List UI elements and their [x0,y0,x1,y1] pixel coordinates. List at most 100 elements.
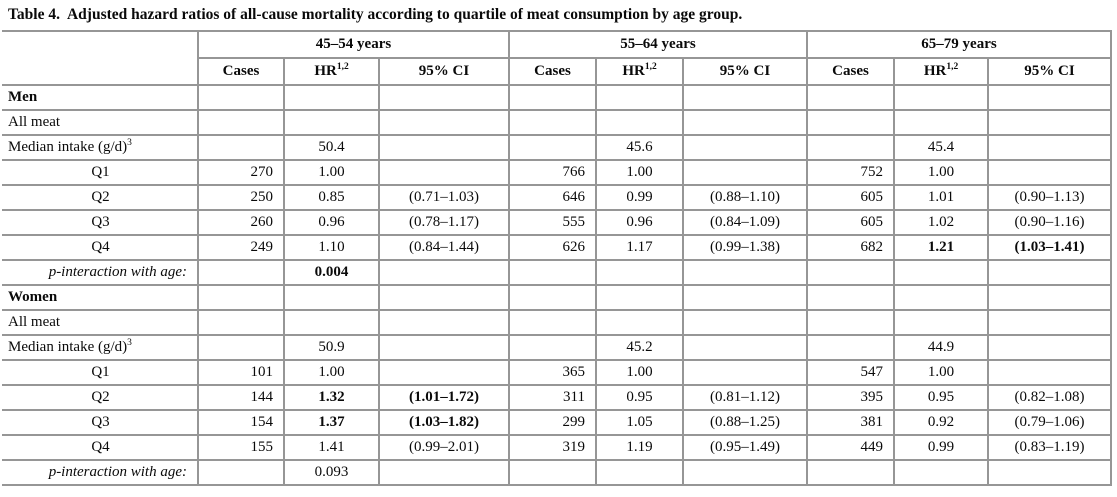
cell-ci: (0.79–1.06) [987,409,1112,436]
cell-ci: (1.01–1.72) [378,384,510,411]
subheader-row: Cases HR1,2 95% CI Cases HR1,2 95% CI Cases HR1… [2,57,1112,86]
table-body: Men All meat Median intake (g/d)3 50.4 45.6 4… [2,84,1112,486]
table-header: 45–54 years 55–64 years 65–79 years Case… [2,30,1112,86]
cell-ci: (0.99–2.01) [378,434,510,461]
cell-hr [893,109,989,136]
cell-hr: 45.4 [893,134,989,161]
cell-cases: 101 [197,359,285,386]
table-number: Table 4. [8,6,60,23]
row-label: Median intake (g/d)3 [2,134,199,161]
table-row: Median intake (g/d)3 50.4 45.6 45.4 [2,134,1112,161]
cell-hr [595,109,684,136]
cell-hr: 1.00 [595,359,684,386]
cell-ci [378,334,510,361]
cell-hr: 0.96 [595,209,684,236]
col-group-65-79: 65–79 years [806,30,1112,59]
cell-cases [806,459,895,486]
cell-ci [378,309,510,336]
cell-hr: 0.95 [595,384,684,411]
cell-cases [197,459,285,486]
cell-hr [595,284,684,311]
cell-cases: 752 [806,159,895,186]
cell-hr: 1.00 [893,159,989,186]
cell-hr: 1.19 [595,434,684,461]
cell-ci: (0.71–1.03) [378,184,510,211]
cell-cases [197,259,285,286]
cell-hr: 0.093 [283,459,380,486]
cell-hr [595,459,684,486]
cell-ci [378,84,510,111]
cell-cases: 547 [806,359,895,386]
table-row: Women [2,284,1112,311]
cell-hr: 50.9 [283,334,380,361]
cell-ci: (0.88–1.25) [682,409,808,436]
cell-ci [682,359,808,386]
cell-cases: 155 [197,434,285,461]
col-header-cases: Cases [508,57,597,86]
cell-ci [682,134,808,161]
cell-hr [595,84,684,111]
cell-cases: 449 [806,434,895,461]
cell-ci [682,309,808,336]
cell-hr: 1.00 [893,359,989,386]
cell-ci: (0.88–1.10) [682,184,808,211]
cell-ci [987,359,1112,386]
cell-cases: 260 [197,209,285,236]
table-row: Q1 270 1.00 766 1.00 752 1.00 [2,159,1112,186]
cell-cases: 311 [508,384,597,411]
cell-cases [197,109,285,136]
table-row: Median intake (g/d)3 50.9 45.2 44.9 [2,334,1112,361]
cell-ci: (0.84–1.09) [682,209,808,236]
cell-hr [595,309,684,336]
cell-hr: 44.9 [893,334,989,361]
cell-cases: 646 [508,184,597,211]
cell-cases: 381 [806,409,895,436]
cell-hr [893,459,989,486]
cell-cases [508,459,597,486]
col-header-95-ci: 95% CI [378,57,510,86]
cell-ci [378,284,510,311]
col-header-95-ci: 95% CI [682,57,808,86]
table-row: Q4 155 1.41 (0.99–2.01) 319 1.19 (0.95–1.49) 44… [2,434,1112,461]
cell-hr: 1.00 [283,159,380,186]
cell-hr: 1.17 [595,234,684,261]
cell-hr: 1.00 [283,359,380,386]
col-header-hr: HR1,2 [595,57,684,86]
cell-cases [508,134,597,161]
cell-ci [682,459,808,486]
cell-cases [197,134,285,161]
cell-hr [283,84,380,111]
corner-cell [2,30,199,86]
row-label: Q4 [2,234,199,261]
cell-ci [378,259,510,286]
cell-ci [987,334,1112,361]
cell-hr [893,284,989,311]
cell-ci: (1.03–1.82) [378,409,510,436]
cell-ci [378,134,510,161]
col-header-cases: Cases [806,57,895,86]
cell-hr: 1.37 [283,409,380,436]
cell-cases: 626 [508,234,597,261]
cell-ci: (1.03–1.41) [987,234,1112,261]
cell-cases [508,84,597,111]
cell-cases: 395 [806,384,895,411]
cell-hr: 0.92 [893,409,989,436]
cell-cases: 365 [508,359,597,386]
row-label: Q2 [2,384,199,411]
page-title: Table 4. Adjusted hazard ratios of all-ca… [8,6,742,24]
cell-ci [987,309,1112,336]
cell-ci: (0.81–1.12) [682,384,808,411]
cell-hr [893,84,989,111]
cell-ci: (0.90–1.13) [987,184,1112,211]
cell-hr: 1.10 [283,234,380,261]
cell-cases [508,334,597,361]
table-row: Men [2,84,1112,111]
cell-ci [682,284,808,311]
cell-cases: 605 [806,184,895,211]
row-label: p-interaction with age: [2,459,199,486]
cell-ci: (0.84–1.44) [378,234,510,261]
row-label: Q2 [2,184,199,211]
cell-hr: 1.21 [893,234,989,261]
cell-ci: (0.82–1.08) [987,384,1112,411]
table-row: Q2 144 1.32 (1.01–1.72) 311 0.95 (0.81–1.12) 39… [2,384,1112,411]
